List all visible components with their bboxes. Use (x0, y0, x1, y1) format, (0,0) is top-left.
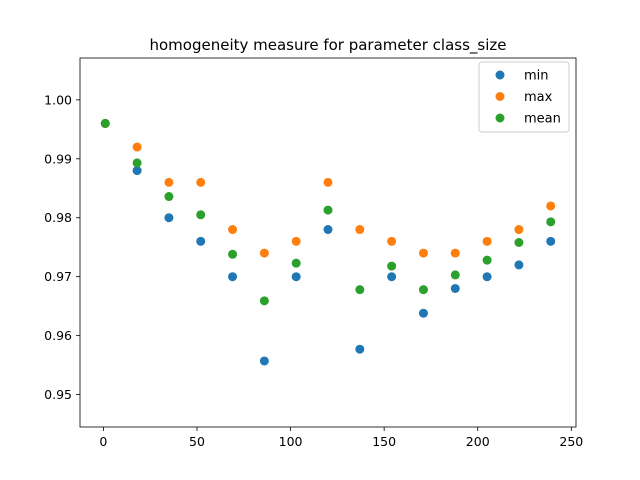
point-min (482, 272, 492, 282)
x-tick-label: 250 (559, 434, 583, 449)
series-mean (100, 118, 556, 306)
point-min (291, 272, 301, 282)
point-mean (482, 255, 492, 265)
point-max (482, 236, 492, 246)
y-tick-label: 0.95 (44, 387, 72, 402)
point-max (450, 248, 460, 258)
point-mean (450, 270, 460, 280)
point-min (355, 344, 365, 354)
point-mean (291, 258, 301, 268)
point-min (196, 236, 206, 246)
data-points (100, 118, 556, 366)
point-max (323, 177, 333, 187)
point-max (132, 142, 142, 152)
legend: min max mean (478, 61, 570, 133)
y-tick-label: 0.97 (44, 269, 72, 284)
point-max (514, 225, 524, 235)
legend-marker-max (495, 92, 505, 101)
legend-marker-mean (495, 113, 505, 123)
point-mean (196, 210, 206, 220)
point-mean (100, 118, 110, 128)
point-max (259, 248, 269, 258)
x-axis: 0 50 100 150 200 250 (99, 427, 583, 449)
point-mean (546, 217, 556, 227)
legend-label-mean: mean (524, 112, 561, 127)
point-min (418, 308, 428, 318)
point-mean (418, 285, 428, 295)
legend-label-min: min (524, 69, 549, 84)
point-max (196, 177, 206, 187)
point-min (514, 260, 524, 270)
x-tick-label: 150 (372, 434, 396, 449)
point-max (355, 225, 365, 235)
x-tick-label: 0 (99, 434, 107, 449)
point-mean (355, 285, 365, 295)
point-min (323, 225, 333, 235)
point-mean (323, 205, 333, 215)
point-mean (259, 296, 269, 306)
point-max (228, 225, 238, 235)
point-mean (514, 238, 524, 247)
point-min (387, 272, 397, 282)
legend-label-max: max (524, 90, 553, 105)
y-tick-label: 1.00 (44, 92, 72, 107)
y-tick-label: 0.98 (44, 210, 72, 225)
point-max (418, 248, 428, 258)
x-tick-label: 200 (466, 434, 490, 449)
point-min (228, 272, 238, 282)
point-mean (132, 158, 142, 168)
x-tick-label: 50 (189, 434, 205, 449)
point-min (259, 356, 269, 366)
y-axis: 0.95 0.96 0.97 0.98 0.99 1.00 (44, 92, 80, 402)
series-max (100, 118, 556, 258)
point-min (546, 236, 556, 246)
chart-title: homogeneity measure for parameter class_… (149, 36, 506, 55)
point-max (546, 201, 556, 211)
y-tick-label: 0.96 (44, 328, 72, 343)
point-min (450, 283, 460, 293)
point-max (164, 177, 174, 187)
point-min (132, 166, 142, 176)
point-mean (228, 249, 238, 259)
x-tick-label: 100 (279, 434, 303, 449)
point-max (291, 236, 301, 246)
point-min (164, 213, 174, 223)
point-mean (164, 192, 174, 202)
y-tick-label: 0.99 (44, 151, 72, 166)
axes-frame (79, 57, 577, 428)
point-max (387, 236, 397, 246)
legend-marker-min (495, 70, 505, 80)
point-mean (387, 261, 397, 271)
